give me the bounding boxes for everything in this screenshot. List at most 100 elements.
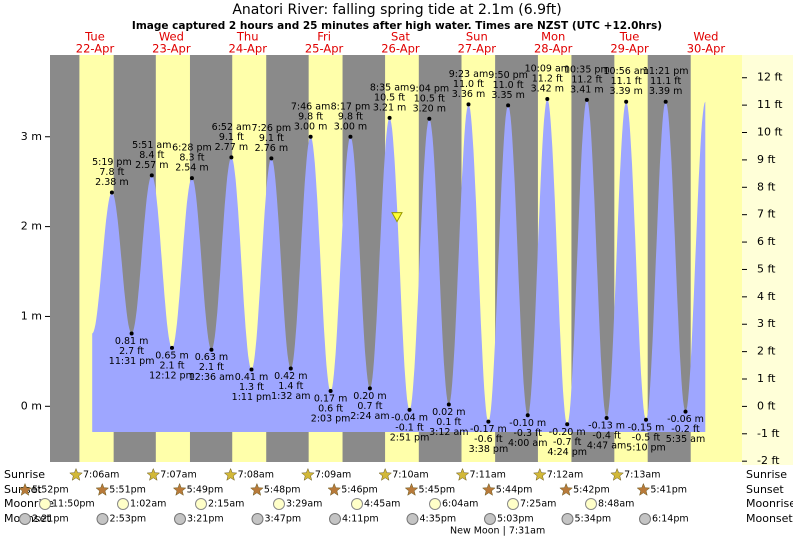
row-title-right: Moonset [746, 512, 793, 525]
sunset-time: 5:51pm [109, 485, 146, 496]
moonrise-time: 4:45am [364, 499, 400, 510]
event-label: -0.10 m [509, 418, 546, 429]
moonset-time: 2:53pm [110, 514, 147, 525]
event-label: 0.65 m [155, 350, 188, 361]
moonrise-time: 2:15am [208, 499, 244, 510]
y2-tick-label: 4 ft [757, 290, 776, 303]
moonrise-icon [507, 498, 519, 510]
sunset-time: 5:45pm [419, 485, 456, 496]
moonrise-time: 3:29am [286, 499, 322, 510]
day-name: Sat [391, 30, 410, 44]
y-tick-label: 0 m [21, 399, 42, 412]
event-label: 5:10 pm [626, 442, 666, 453]
tide-point [169, 345, 174, 350]
tide-point [565, 422, 570, 427]
moonset-icon [174, 513, 186, 525]
tide-point [427, 116, 432, 121]
row-title-right: Sunset [746, 483, 784, 496]
sunrise-icon [301, 467, 315, 481]
event-label: 7:46 am [291, 101, 330, 112]
day-name: Wed [159, 30, 184, 44]
tide-point [308, 134, 313, 139]
moonrise-icon [195, 498, 207, 510]
event-label: 1:11 pm [232, 392, 272, 403]
y2-tick-label: 7 ft [757, 208, 776, 221]
event-label: -0.1 ft [395, 422, 424, 433]
event-label: 11.0 ft [453, 79, 484, 90]
day-date: 28-Apr [534, 42, 573, 56]
event-label: 2.38 m [95, 177, 128, 188]
tide-point [328, 389, 333, 394]
chart-title: Anatori River: falling spring tide at 2.… [232, 2, 561, 18]
moonrise-icon [39, 498, 51, 510]
moonset-icon [561, 513, 574, 525]
moonset-time: 5:03pm [497, 514, 534, 525]
tide-point [506, 103, 511, 108]
tide-point [466, 102, 471, 107]
moonrise-time: 7:25am [520, 499, 556, 510]
event-label: -0.3 ft [514, 428, 543, 439]
moonset-icon [484, 513, 496, 525]
tide-point [486, 419, 491, 424]
event-label: -0.20 m [549, 427, 586, 438]
sunset-icon [327, 482, 342, 496]
sunrise-icon [455, 467, 470, 481]
event-label: 1:32 am [271, 391, 310, 402]
tide-point [604, 415, 609, 420]
event-label: 9:50 pm [488, 70, 528, 81]
event-label: 3.35 m [491, 90, 524, 101]
event-label: 3.41 m [570, 84, 603, 95]
event-label: 3.00 m [334, 121, 367, 132]
event-label: 8:35 am [370, 82, 409, 93]
sunset-time: 5:46pm [341, 485, 378, 496]
y-tick-label: 2 m [21, 220, 42, 233]
event-label: -0.17 m [470, 424, 507, 435]
event-label: 5:19 pm [92, 157, 132, 168]
sunrise-icon [223, 467, 238, 481]
sunrise-icon [532, 467, 547, 481]
event-label: 2:24 am [350, 411, 389, 422]
sunrise-time: 7:07am [160, 470, 196, 481]
event-label: -0.6 ft [474, 434, 503, 445]
event-label: -0.15 m [628, 422, 665, 433]
sunrise-time: 7:08am [238, 470, 274, 481]
y-tick-label: 3 m [21, 130, 42, 143]
tide-point [288, 366, 293, 371]
moonrise-time: 8:48am [598, 499, 634, 510]
event-label: 8.3 ft [179, 153, 204, 164]
y2-tick-label: 8 ft [757, 180, 776, 193]
event-label: 2.1 ft [159, 360, 184, 371]
sunrise-time: 7:06am [83, 470, 119, 481]
event-label: 2:51 pm [390, 432, 430, 443]
day-name: Tue [619, 30, 640, 44]
y2-tick-label: -1 ft [757, 427, 780, 440]
event-label: 11.1 ft [611, 76, 642, 87]
night-band [50, 55, 80, 462]
y2-tick-label: 3 ft [757, 317, 776, 330]
event-label: 11.2 ft [571, 74, 602, 85]
sunrise-time: 7:11am [470, 470, 506, 481]
event-label: 3.36 m [452, 89, 485, 100]
right-margin [742, 55, 793, 465]
sunrise-icon [610, 467, 624, 481]
event-label: 3.21 m [373, 102, 406, 113]
tide-point [545, 97, 550, 102]
event-label: -0.04 m [391, 412, 428, 423]
y-tick-label: 1 m [21, 309, 42, 322]
moonrise-time: 11:50pm [52, 499, 95, 510]
sunset-time: 5:41pm [650, 485, 687, 496]
event-label: 6:28 pm [172, 143, 212, 154]
day-date: 29-Apr [610, 42, 649, 56]
sunrise-icon [146, 467, 161, 481]
moonset-time: 4:11pm [342, 514, 379, 525]
tide-point [387, 115, 392, 120]
tide-point [367, 386, 372, 391]
tide-point [209, 347, 214, 352]
sunset-icon [404, 482, 419, 496]
tide-point [446, 402, 451, 407]
y2-tick-label: 11 ft [757, 98, 783, 111]
tide-point [525, 413, 530, 418]
y2-tick-label: -2 ft [757, 454, 780, 467]
event-label: -0.4 ft [592, 430, 621, 441]
event-label: -0.2 ft [671, 424, 700, 435]
